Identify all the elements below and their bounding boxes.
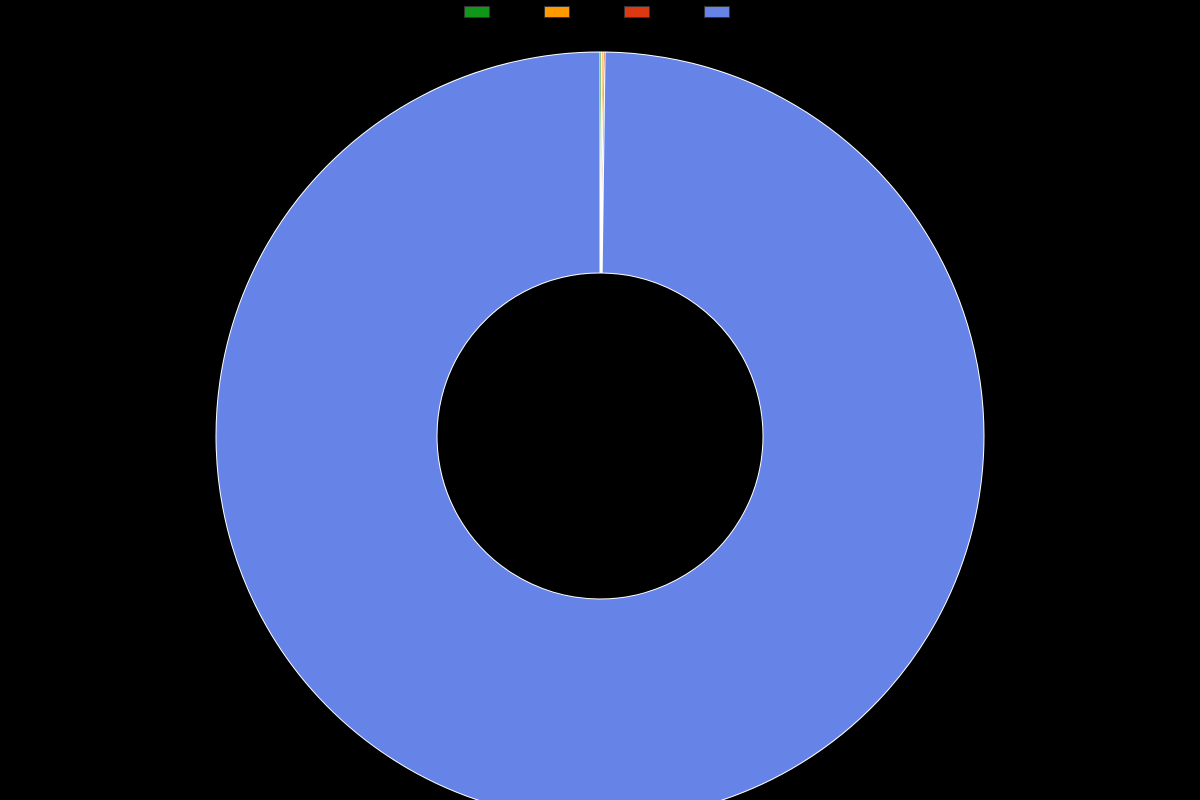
chart-area [0, 24, 1200, 800]
legend-swatch-icon [464, 6, 490, 18]
legend-item-0[interactable] [464, 6, 496, 18]
legend-item-2[interactable] [624, 6, 656, 18]
legend-item-3[interactable] [704, 6, 736, 18]
page-root [0, 0, 1200, 800]
legend-swatch-icon [704, 6, 730, 18]
chart-legend [0, 6, 1200, 18]
donut-chart [0, 24, 1200, 800]
donut-slice-3[interactable] [216, 52, 984, 800]
legend-item-1[interactable] [544, 6, 576, 18]
legend-swatch-icon [624, 6, 650, 18]
legend-swatch-icon [544, 6, 570, 18]
